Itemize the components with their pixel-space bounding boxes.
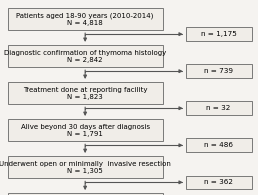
Text: Patients aged 18-90 years (2010-2014)
N = 4,818: Patients aged 18-90 years (2010-2014) N …	[17, 12, 154, 26]
FancyBboxPatch shape	[8, 8, 163, 30]
FancyBboxPatch shape	[186, 27, 252, 41]
Text: n = 486: n = 486	[204, 142, 233, 148]
FancyBboxPatch shape	[8, 82, 163, 104]
FancyBboxPatch shape	[8, 45, 163, 67]
Text: n = 362: n = 362	[204, 179, 233, 185]
Text: Underwent open or minimally  invasive resection
N = 1,305: Underwent open or minimally invasive res…	[0, 161, 171, 174]
Text: Alive beyond 30 days after diagnosis
N = 1,791: Alive beyond 30 days after diagnosis N =…	[21, 124, 150, 137]
Text: n = 1,175: n = 1,175	[201, 31, 237, 37]
FancyBboxPatch shape	[8, 156, 163, 178]
FancyBboxPatch shape	[186, 64, 252, 78]
FancyBboxPatch shape	[8, 119, 163, 141]
Text: n = 32: n = 32	[206, 105, 231, 111]
Text: Treatment done at reporting facility
N = 1,823: Treatment done at reporting facility N =…	[23, 87, 147, 100]
FancyBboxPatch shape	[186, 101, 252, 115]
Text: n = 739: n = 739	[204, 68, 233, 74]
FancyBboxPatch shape	[8, 193, 163, 195]
Text: Diagnostic confirmation of thymoma histology
N = 2,842: Diagnostic confirmation of thymoma histo…	[4, 50, 166, 63]
FancyBboxPatch shape	[186, 138, 252, 152]
FancyBboxPatch shape	[186, 176, 252, 189]
